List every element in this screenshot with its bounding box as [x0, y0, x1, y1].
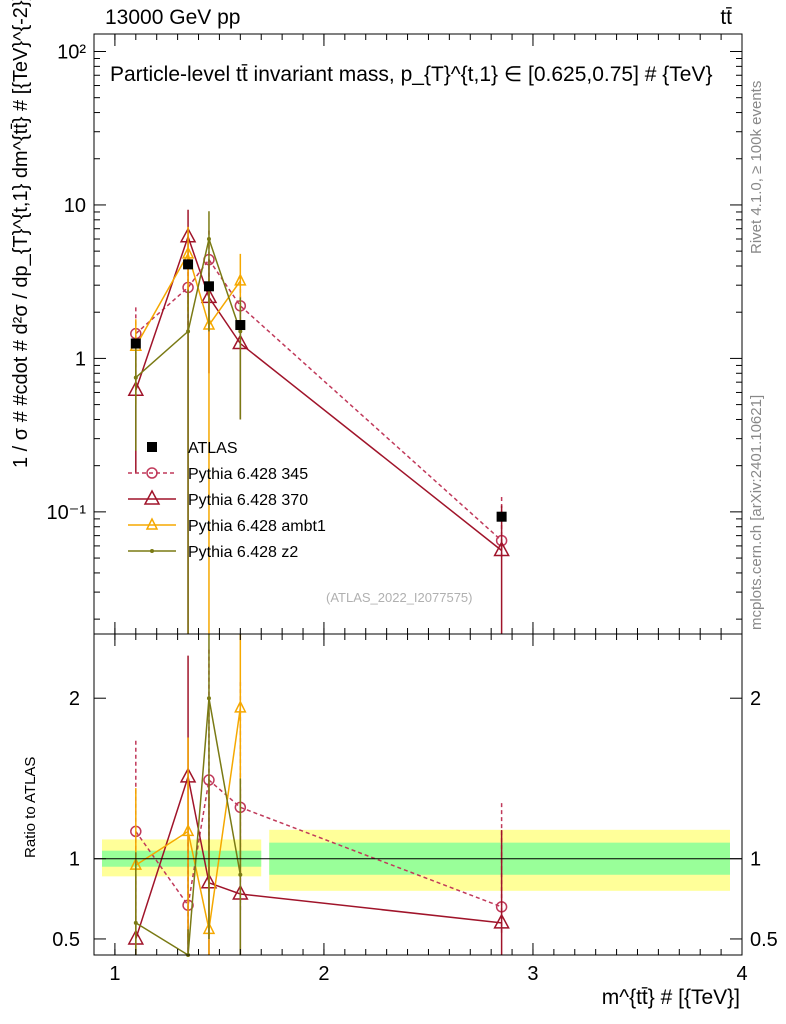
y-tick-label: 10² [57, 41, 86, 63]
process-label: tt̄ [720, 6, 732, 29]
ratio-y-tick-label: 2 [69, 688, 80, 710]
legend-marker [145, 517, 159, 530]
legend-marker [147, 442, 157, 452]
ratio-point [493, 913, 510, 929]
ratio-line [135, 698, 242, 957]
legend-label: Pythia 6.428 ambt1 [188, 518, 326, 535]
legend-label: Pythia 6.428 370 [188, 492, 308, 509]
series-atlas [130, 259, 507, 522]
x-axis-label: m^{tt̄} # [{TeV}] [601, 986, 740, 1009]
series-point [238, 329, 243, 334]
ratio-point [238, 872, 243, 877]
series-point [133, 375, 138, 380]
series-point [234, 273, 247, 286]
legend-marker [143, 489, 161, 505]
legend-item: Pythia 6.428 345 [128, 466, 308, 483]
mcplots-label: mcplots.cern.ch [arXiv:2401.10621] [748, 394, 765, 630]
ratio-point [234, 700, 247, 713]
ratio-y-tick-label-right: 0.5 [750, 929, 778, 951]
series-pythia-6.428-z2 [133, 211, 243, 957]
legend-marker [150, 549, 154, 553]
series-line [135, 251, 241, 347]
series-point [493, 540, 510, 557]
ratio-line [135, 707, 242, 930]
legend-label: Pythia 6.428 345 [188, 466, 308, 483]
series-point [206, 236, 211, 241]
main-y-axis-label: 1 / σ # #cdot # d²σ / dp_{T}^{t,1} dm^{t… [10, 0, 32, 468]
legend-item: Pythia 6.428 370 [128, 489, 308, 509]
x-tick-label: 2 [318, 963, 329, 985]
series-point [186, 329, 191, 334]
ratio-y-tick-label: 0.5 [52, 929, 80, 951]
plot-title: Particle-level tt̄ invariant mass, p_{T}… [110, 63, 713, 86]
ratio-point [181, 823, 195, 837]
series-layer [127, 209, 510, 957]
energy-label: 13000 GeV pp [105, 6, 241, 29]
legend-item: ATLAS [147, 440, 238, 457]
legend-label: Pythia 6.428 z2 [188, 544, 298, 561]
data-point [235, 320, 246, 331]
x-tick-label: 4 [736, 963, 747, 985]
axes-layer: 1 2 3 4 10⁻¹ 1 10 10² 0.5 0.5 1 1 2 2 [47, 33, 778, 985]
data-point [183, 259, 194, 270]
legend-label: ATLAS [188, 440, 238, 457]
legend-item: Pythia 6.428 z2 [128, 544, 298, 561]
data-point [130, 338, 141, 349]
ratio-frame [93, 633, 743, 956]
ratio-y-axis-label: Ratio to ATLAS [22, 756, 39, 858]
analysis-watermark: (ATLAS_2022_I2077575) [326, 590, 473, 605]
rivet-label: Rivet 4.1.0, ≥ 100k events [748, 80, 765, 254]
ratio-y-tick-label-right: 2 [750, 688, 761, 710]
legend-item: Pythia 6.428 ambt1 [128, 517, 326, 535]
y-tick-label: 10⁻¹ [47, 502, 87, 524]
data-point [203, 281, 214, 292]
x-tick-label: 1 [109, 963, 120, 985]
series-point [181, 246, 195, 259]
ratio-point [206, 696, 211, 701]
ratio-y-tick-label-right: 1 [750, 849, 761, 871]
ratio-point [133, 920, 138, 925]
data-point [496, 511, 507, 522]
x-tick-label: 3 [527, 963, 538, 985]
legend-marker [146, 467, 158, 479]
series-line [135, 236, 242, 379]
y-tick-label: 1 [75, 348, 86, 370]
y-tick-label: 10 [64, 195, 86, 217]
legend: ATLAS Pythia 6.428 345 Pythia 6.428 370 Pyt… [128, 440, 326, 561]
ratio-y-tick-label: 1 [69, 849, 80, 871]
